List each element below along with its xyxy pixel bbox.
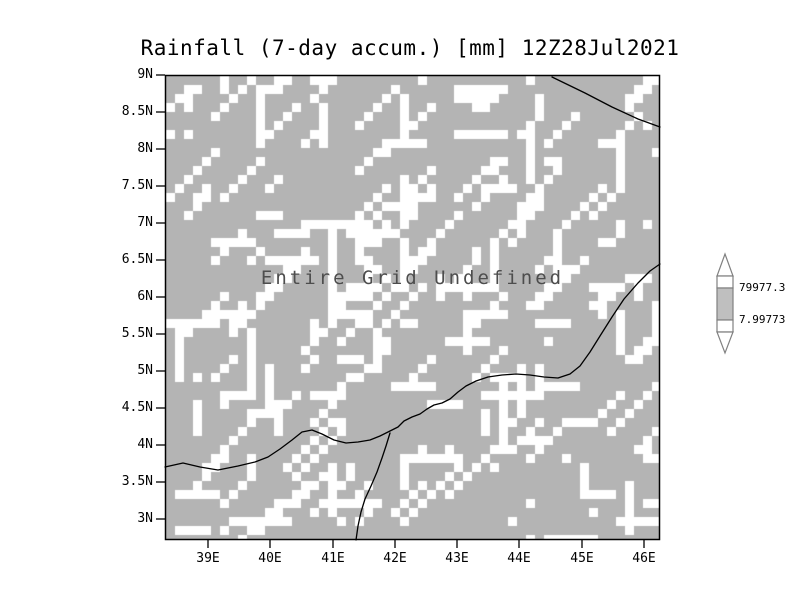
colorbar xyxy=(716,252,734,355)
y-axis-label: 9N xyxy=(137,67,153,82)
x-axis-label: 45E xyxy=(570,551,594,566)
y-axis-label: 6.5N xyxy=(121,252,153,267)
x-axis-label: 46E xyxy=(632,551,656,566)
y-axis-label: 8.5N xyxy=(121,104,153,119)
colorbar-top-label: 79977.3 xyxy=(739,281,786,294)
y-axis-label: 5.5N xyxy=(121,326,153,341)
x-axis-ticks xyxy=(207,540,645,548)
y-axis-label: 3.5N xyxy=(121,474,153,489)
colorbar-arrow-up xyxy=(716,252,734,277)
y-axis-label: 6N xyxy=(137,289,153,304)
colorbar-arrow-down xyxy=(716,331,734,355)
y-axis-ticks xyxy=(156,74,165,520)
plot-title: Rainfall (7-day accum.) [mm] 12Z28Jul202… xyxy=(140,36,680,60)
y-axis-label: 4N xyxy=(137,437,153,452)
undefined-grid xyxy=(166,76,659,539)
x-axis-label: 44E xyxy=(507,551,531,566)
x-axis-label: 43E xyxy=(445,551,469,566)
x-axis-label: 42E xyxy=(383,551,407,566)
x-axis-label: 39E xyxy=(196,551,220,566)
y-axis-label: 5N xyxy=(137,363,153,378)
x-axis-label: 41E xyxy=(321,551,345,566)
colorbar-segment-middle xyxy=(716,287,734,321)
x-axis-label: 40E xyxy=(258,551,282,566)
grid-undefined-message: Entire Grid Undefined xyxy=(260,267,565,289)
y-axis-label: 8N xyxy=(137,141,153,156)
colorbar-segment-top xyxy=(716,275,734,289)
y-axis-label: 7.5N xyxy=(121,178,153,193)
colorbar-bottom-label: 7.99773 xyxy=(739,313,786,326)
y-axis-label: 4.5N xyxy=(121,400,153,415)
y-axis-label: 3N xyxy=(137,511,153,526)
y-axis-label: 7N xyxy=(137,215,153,230)
colorbar-segment-bottom xyxy=(716,319,734,333)
